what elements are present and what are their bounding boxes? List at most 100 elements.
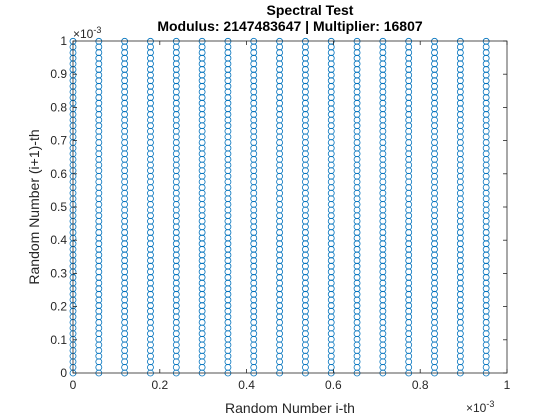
scatter-point bbox=[172, 66, 180, 73]
scatter-point bbox=[121, 99, 129, 107]
scatter-point bbox=[482, 268, 490, 276]
scatter-point bbox=[224, 66, 232, 73]
scatter-point bbox=[431, 150, 438, 158]
scatter-point bbox=[95, 257, 103, 264]
scatter-point bbox=[276, 189, 283, 197]
scatter-point bbox=[147, 94, 154, 101]
scatter-point bbox=[95, 178, 103, 186]
scatter-point bbox=[95, 268, 103, 276]
scatter-point bbox=[121, 268, 129, 276]
scatter-point bbox=[250, 257, 258, 264]
scatter-point bbox=[353, 234, 361, 242]
scatter-point bbox=[147, 212, 154, 219]
scatter-point bbox=[405, 43, 413, 51]
scatter-point bbox=[172, 274, 180, 281]
scatter-point bbox=[147, 105, 154, 113]
scatter-point bbox=[405, 240, 413, 248]
scatter-point bbox=[172, 324, 180, 332]
scatter-point bbox=[276, 279, 283, 287]
scatter-point bbox=[379, 234, 387, 242]
scatter-point bbox=[250, 251, 258, 259]
scatter-point bbox=[224, 71, 232, 79]
point-column bbox=[482, 37, 490, 377]
scatter-point bbox=[250, 217, 258, 225]
point-column bbox=[95, 37, 103, 377]
scatter-point bbox=[95, 223, 103, 231]
scatter-point bbox=[353, 335, 361, 343]
scatter-point bbox=[327, 150, 335, 158]
scatter-point bbox=[250, 206, 258, 214]
scatter-point bbox=[172, 290, 180, 298]
scatter-point bbox=[482, 122, 490, 130]
scatter-point bbox=[198, 77, 206, 85]
scatter-point bbox=[302, 99, 309, 107]
scatter-point bbox=[482, 262, 490, 270]
scatter-point bbox=[379, 251, 387, 259]
scatter-point bbox=[198, 105, 206, 113]
scatter-point bbox=[95, 274, 103, 281]
scatter-point bbox=[198, 229, 206, 236]
scatter-point bbox=[379, 116, 387, 124]
scatter-point bbox=[198, 268, 206, 276]
scatter-point bbox=[431, 335, 438, 343]
scatter-point bbox=[353, 307, 361, 315]
scatter-point bbox=[198, 167, 206, 175]
scatter-point bbox=[147, 279, 154, 287]
scatter-point bbox=[276, 307, 283, 315]
scatter-point bbox=[95, 122, 103, 130]
scatter-point bbox=[353, 302, 361, 309]
scatter-point bbox=[198, 150, 206, 158]
scatter-point bbox=[353, 54, 361, 62]
scatter-point bbox=[379, 341, 387, 349]
scatter-point bbox=[405, 127, 413, 135]
scatter-point bbox=[198, 139, 206, 146]
scatter-point bbox=[379, 184, 387, 191]
scatter-point bbox=[95, 313, 103, 321]
y-tick-label: 0.1 bbox=[50, 333, 67, 347]
scatter-point bbox=[353, 274, 361, 281]
scatter-point bbox=[302, 133, 309, 141]
scatter-point bbox=[327, 324, 335, 332]
scatter-point bbox=[353, 279, 361, 287]
scatter-point bbox=[327, 66, 335, 73]
scatter-point bbox=[147, 150, 154, 158]
scatter-point bbox=[224, 127, 232, 135]
scatter-point bbox=[456, 330, 464, 338]
scatter-point bbox=[147, 245, 154, 253]
scatter-point bbox=[198, 127, 206, 135]
x-tick-label: 0.2 bbox=[151, 378, 168, 392]
scatter-point bbox=[379, 88, 387, 96]
scatter-point bbox=[276, 268, 283, 276]
scatter-point bbox=[198, 347, 206, 354]
scatter-point bbox=[172, 251, 180, 259]
scatter-point bbox=[172, 363, 180, 371]
scatter-point bbox=[147, 172, 154, 180]
scatter-point bbox=[405, 184, 413, 191]
scatter-point bbox=[405, 358, 413, 366]
scatter-point bbox=[224, 358, 232, 366]
scatter-point bbox=[276, 285, 283, 293]
scatter-point bbox=[121, 223, 129, 231]
scatter-point bbox=[95, 302, 103, 309]
scatter-point bbox=[147, 167, 154, 175]
scatter-point bbox=[379, 358, 387, 366]
scatter-point bbox=[198, 217, 206, 225]
scatter-point bbox=[250, 77, 258, 85]
scatter-point bbox=[198, 82, 206, 90]
scatter-point bbox=[172, 111, 180, 118]
scatter-point bbox=[482, 99, 490, 107]
scatter-point bbox=[431, 234, 438, 242]
scatter-point bbox=[172, 43, 180, 51]
scatter-point bbox=[276, 347, 283, 354]
plot-frame bbox=[72, 40, 508, 374]
scatter-point bbox=[431, 116, 438, 124]
scatter-point bbox=[250, 229, 258, 236]
scatter-point bbox=[121, 319, 129, 326]
scatter-point bbox=[456, 223, 464, 231]
scatter-point bbox=[276, 122, 283, 130]
scatter-point bbox=[276, 245, 283, 253]
scatter-point bbox=[456, 155, 464, 163]
scatter-point bbox=[224, 94, 232, 101]
scatter-point bbox=[95, 82, 103, 90]
scatter-point bbox=[121, 307, 129, 315]
